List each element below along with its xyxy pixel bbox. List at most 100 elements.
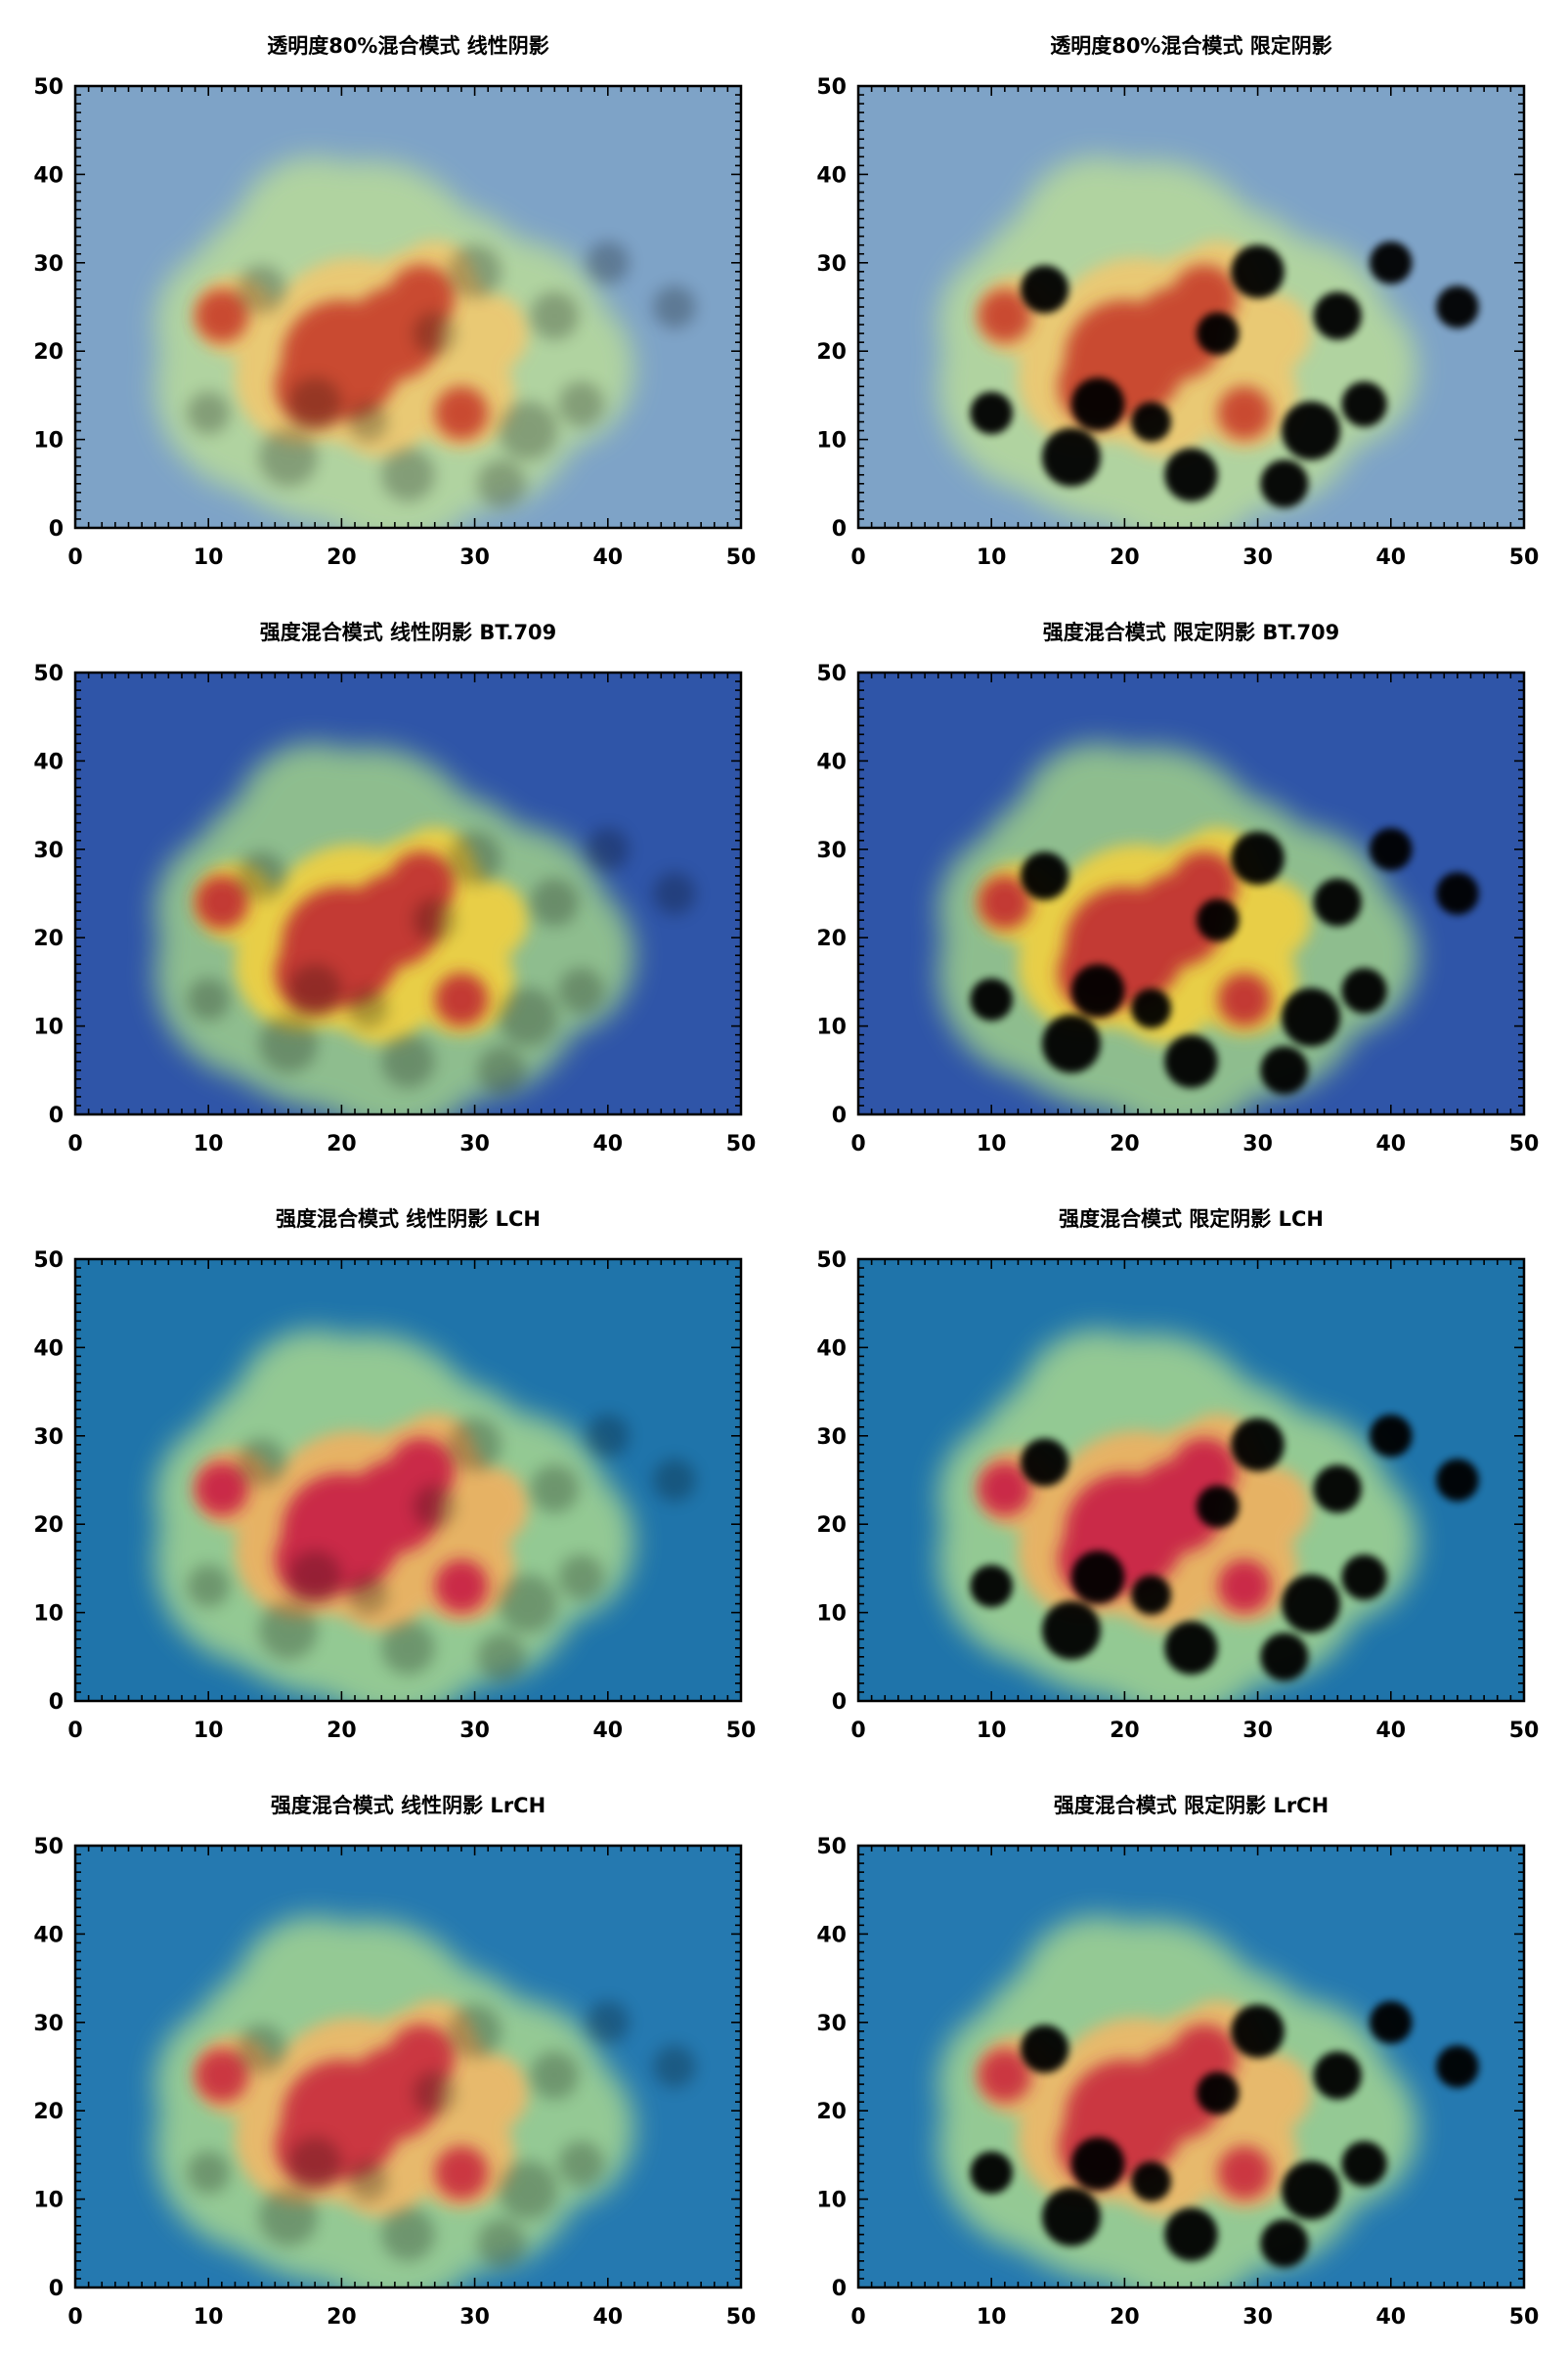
- shadow-blob: [587, 241, 630, 284]
- shadow-blob: [1041, 2187, 1101, 2246]
- x-tick-label: 30: [459, 2305, 490, 2330]
- chart-title: 强度混合模式 限定阴影 BT.709: [1043, 621, 1340, 644]
- shadow-blob: [238, 1438, 286, 1487]
- y-tick-label: 30: [33, 839, 64, 863]
- shadow-blob: [970, 391, 1013, 435]
- shadow-blob: [1164, 1034, 1218, 1088]
- shadow-blob: [1131, 1575, 1172, 1615]
- y-tick-label: 30: [816, 252, 847, 277]
- density-blob-hot: [1217, 386, 1272, 440]
- x-tick-label: 20: [327, 1719, 357, 1743]
- shadow-blob: [348, 1575, 389, 1615]
- y-tick-label: 30: [816, 839, 847, 863]
- density-blob-hot: [978, 288, 1032, 343]
- shadow-blob: [1341, 381, 1387, 427]
- shadow-blob: [287, 964, 342, 1018]
- tick-marks: [857, 672, 1525, 1115]
- density-blob-hot: [978, 1461, 1032, 1516]
- y-tick-label: 30: [816, 2012, 847, 2036]
- tick-marks: [74, 672, 742, 1115]
- density-blob-warm: [1231, 293, 1312, 373]
- shadow-blob: [1370, 2001, 1413, 2044]
- y-tick-label: 40: [33, 1923, 64, 1947]
- x-tick-label: 10: [194, 2305, 224, 2330]
- x-tick-label: 20: [1110, 545, 1140, 570]
- shadow-blob: [1282, 1574, 1341, 1634]
- y-tick-label: 30: [33, 1425, 64, 1450]
- shadow-blob: [1041, 1014, 1101, 1073]
- chart-panel-2: 透明度80%混合模式 限定阴影 0 10 20 30 40 50 0 10 20 30 40 50: [816, 34, 1539, 570]
- shadow-blob: [1260, 459, 1309, 508]
- density-blob-hot: [195, 1461, 249, 1516]
- y-tick-label: 50: [816, 662, 847, 686]
- x-tick-label: 0: [67, 1719, 82, 1743]
- y-tick-label: 20: [33, 1513, 64, 1538]
- density-blob-hot: [434, 386, 489, 440]
- shadow-blob: [381, 448, 435, 501]
- y-tick-label: 10: [33, 1602, 64, 1627]
- x-tick-label: 10: [194, 1719, 224, 1743]
- shadow-blob: [381, 2207, 435, 2261]
- y-tick-label: 0: [832, 1690, 847, 1715]
- y-tick-label: 20: [816, 1513, 847, 1538]
- density-blob-hot: [434, 2146, 489, 2200]
- x-tick-label: 50: [726, 2305, 757, 2330]
- shadow-blob: [587, 2001, 630, 2044]
- y-tick-label: 20: [816, 340, 847, 365]
- density-blob-hot: [1217, 2146, 1272, 2200]
- shadow-blob: [587, 1415, 630, 1458]
- density-blob-warm: [448, 880, 529, 960]
- heatmap: [858, 86, 1524, 528]
- shadow-blob: [1021, 851, 1069, 900]
- shadow-blob: [413, 1485, 457, 1528]
- x-tick-label: 50: [726, 1132, 757, 1156]
- shadow-blob: [499, 401, 558, 460]
- shadow-blob: [1164, 1621, 1218, 1675]
- x-tick-label: 30: [459, 1132, 490, 1156]
- shadow-blob: [1131, 988, 1172, 1028]
- heatmap: [858, 673, 1524, 1114]
- shadow-blob: [187, 391, 230, 435]
- y-tick-label: 20: [816, 2100, 847, 2124]
- y-tick-label: 0: [832, 2277, 847, 2301]
- density-blob-warm: [1231, 880, 1312, 960]
- shadow-blob: [1196, 898, 1240, 941]
- y-tick-label: 50: [816, 1248, 847, 1273]
- shadow-blob: [187, 978, 230, 1022]
- shadow-blob: [1021, 1438, 1069, 1487]
- y-tick-label: 40: [816, 750, 847, 774]
- chart-title: 透明度80%混合模式 线性阴影: [267, 34, 549, 58]
- heatmap: [75, 673, 741, 1114]
- shadow-blob: [1313, 2051, 1362, 2100]
- x-tick-label: 20: [1110, 1132, 1140, 1156]
- shadow-blob: [1231, 1417, 1285, 1472]
- shadow-blob: [258, 427, 318, 487]
- shadow-blob: [970, 2151, 1013, 2195]
- x-tick-label: 50: [1509, 1719, 1540, 1743]
- shadow-blob: [558, 381, 604, 427]
- shadow-blob: [1260, 1046, 1309, 1095]
- shadow-blob: [1436, 872, 1479, 915]
- density-blob-hot: [195, 288, 249, 343]
- chart-panel-6: 强度混合模式 限定阴影 LCH 0 10 20 30 40 50 0 10 20 30 40 50: [816, 1207, 1539, 1743]
- chart-title: 透明度80%混合模式 限定阴影: [1050, 34, 1332, 58]
- x-tick-label: 0: [850, 2305, 865, 2330]
- y-tick-label: 10: [33, 1016, 64, 1040]
- x-tick-label: 50: [1509, 545, 1540, 570]
- shadow-blob: [1021, 265, 1069, 314]
- shadow-blob: [1370, 1415, 1413, 1458]
- shadow-blob: [477, 459, 526, 508]
- shadow-blob: [413, 312, 457, 355]
- x-tick-label: 10: [977, 545, 1007, 570]
- tick-marks: [857, 85, 1525, 529]
- shadow-blob: [653, 872, 696, 915]
- x-tick-label: 0: [850, 1132, 865, 1156]
- y-tick-label: 40: [816, 163, 847, 188]
- x-tick-label: 10: [194, 1132, 224, 1156]
- y-tick-label: 10: [33, 2189, 64, 2213]
- shadow-blob: [287, 1550, 342, 1604]
- shadow-blob: [1231, 2004, 1285, 2059]
- chart-title: 强度混合模式 线性阴影 LrCH: [271, 1794, 545, 1817]
- y-tick-label: 50: [33, 75, 64, 100]
- x-tick-label: 40: [1375, 1719, 1406, 1743]
